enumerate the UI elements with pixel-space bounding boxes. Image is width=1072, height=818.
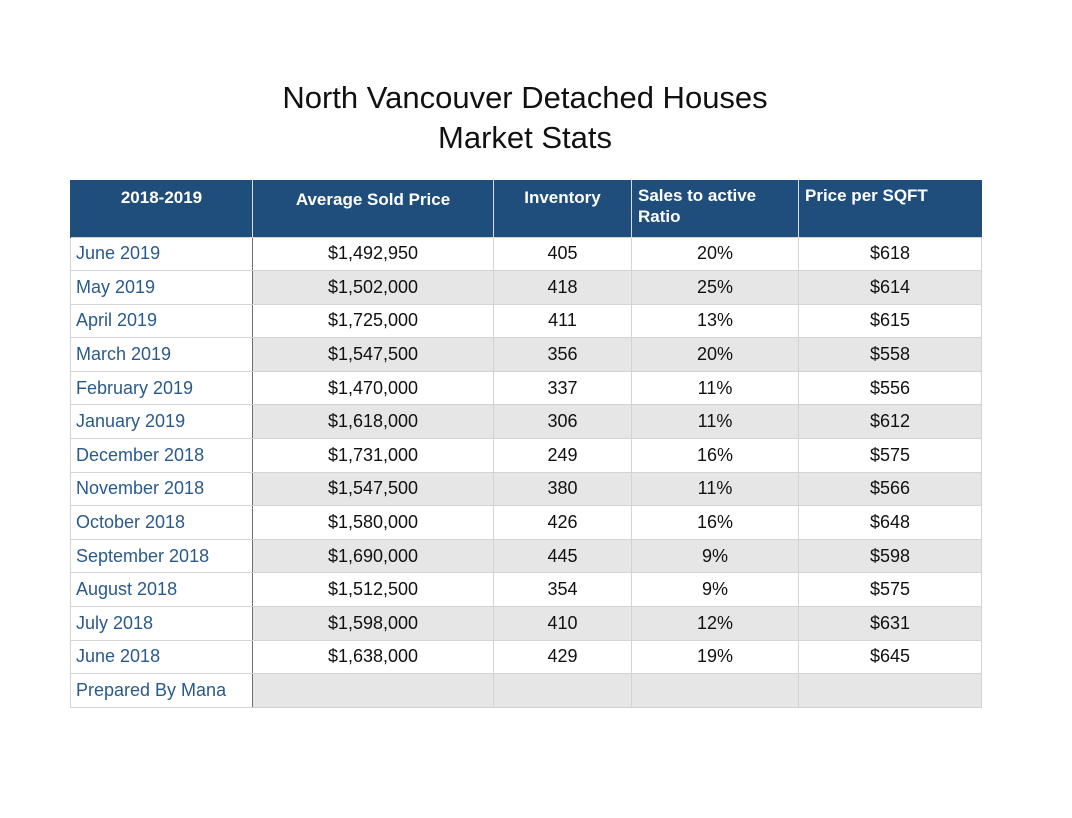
- chart-title: North Vancouver Detached Houses: [282, 80, 768, 115]
- header-row: 2018-2019 Average Sold Price Inventory S…: [70, 180, 982, 237]
- cell-average-sold-price: $1,690,000: [252, 538, 494, 574]
- cell-price-per-sqft: $598: [798, 538, 982, 574]
- cell-month: April 2019: [70, 303, 253, 339]
- cell-average-sold-price: $1,547,500: [252, 337, 494, 372]
- empty-cell: [252, 673, 494, 708]
- cell-price-per-sqft: $575: [798, 438, 982, 473]
- cell-price-per-sqft: $648: [798, 505, 982, 540]
- cell-inventory: 337: [493, 370, 632, 406]
- column-header-price-per-sqft: Price per SQFT: [798, 180, 982, 237]
- cell-month: November 2018: [70, 471, 253, 507]
- cell-price-per-sqft: $566: [798, 471, 982, 507]
- cell-average-sold-price: $1,492,950: [252, 236, 494, 272]
- cell-month: February 2019: [70, 370, 253, 406]
- cell-sales-ratio: 13%: [631, 303, 799, 339]
- empty-cell: [631, 673, 799, 708]
- table-row: March 2019 $1,547,500 356 20% $558: [70, 337, 982, 372]
- table-body: June 2019 $1,492,950 405 20% $618 May 2019 $1,…: [70, 236, 982, 708]
- cell-average-sold-price: $1,502,000: [252, 270, 494, 305]
- cell-inventory: 306: [493, 404, 632, 440]
- column-header-average-sold-price: Average Sold Price: [252, 180, 494, 237]
- cell-month: October 2018: [70, 505, 253, 540]
- cell-inventory: 429: [493, 639, 632, 675]
- cell-average-sold-price: $1,731,000: [252, 438, 494, 473]
- cell-sales-ratio: 19%: [631, 639, 799, 675]
- cell-inventory: 249: [493, 438, 632, 473]
- cell-price-per-sqft: $618: [798, 236, 982, 272]
- table-row: April 2019 $1,725,000 411 13% $615: [70, 303, 982, 339]
- cell-inventory: 418: [493, 270, 632, 305]
- cell-price-per-sqft: $645: [798, 639, 982, 675]
- cell-inventory: 445: [493, 538, 632, 574]
- cell-price-per-sqft: $631: [798, 606, 982, 641]
- cell-month: August 2018: [70, 572, 253, 608]
- cell-price-per-sqft: $556: [798, 370, 982, 406]
- cell-month: June 2018: [70, 639, 253, 675]
- cell-average-sold-price: $1,618,000: [252, 404, 494, 440]
- cell-sales-ratio: 20%: [631, 337, 799, 372]
- cell-month: December 2018: [70, 438, 253, 473]
- table-row: June 2018 $1,638,000 429 19% $645: [70, 639, 982, 675]
- table-row: January 2019 $1,618,000 306 11% $612: [70, 404, 982, 440]
- cell-sales-ratio: 11%: [631, 370, 799, 406]
- column-header-sales-ratio: Sales to active Ratio: [631, 180, 799, 237]
- table-row: May 2019 $1,502,000 418 25% $614: [70, 270, 982, 305]
- cell-average-sold-price: $1,638,000: [252, 639, 494, 675]
- cell-price-per-sqft: $575: [798, 572, 982, 608]
- column-header-period: 2018-2019: [70, 180, 253, 237]
- prepared-by-label: Prepared By Mana: [70, 673, 253, 708]
- table-row: July 2018 $1,598,000 410 12% $631: [70, 606, 982, 641]
- cell-sales-ratio: 11%: [631, 471, 799, 507]
- cell-inventory: 405: [493, 236, 632, 272]
- cell-sales-ratio: 25%: [631, 270, 799, 305]
- table-row: December 2018 $1,731,000 249 16% $575: [70, 438, 982, 473]
- cell-inventory: 380: [493, 471, 632, 507]
- footer-row: Prepared By Mana: [70, 673, 982, 708]
- cell-average-sold-price: $1,725,000: [252, 303, 494, 339]
- table-row: October 2018 $1,580,000 426 16% $648: [70, 505, 982, 540]
- cell-price-per-sqft: $615: [798, 303, 982, 339]
- cell-sales-ratio: 12%: [631, 606, 799, 641]
- cell-average-sold-price: $1,470,000: [252, 370, 494, 406]
- column-header-inventory: Inventory: [493, 180, 632, 237]
- cell-sales-ratio: 20%: [631, 236, 799, 272]
- cell-average-sold-price: $1,512,500: [252, 572, 494, 608]
- table-row: February 2019 $1,470,000 337 11% $556: [70, 370, 982, 406]
- cell-month: January 2019: [70, 404, 253, 440]
- cell-inventory: 411: [493, 303, 632, 339]
- cell-month: March 2019: [70, 337, 253, 372]
- cell-sales-ratio: 11%: [631, 404, 799, 440]
- cell-inventory: 356: [493, 337, 632, 372]
- cell-price-per-sqft: $614: [798, 270, 982, 305]
- cell-month: June 2019: [70, 236, 253, 272]
- cell-inventory: 410: [493, 606, 632, 641]
- cell-month: May 2019: [70, 270, 253, 305]
- cell-average-sold-price: $1,580,000: [252, 505, 494, 540]
- cell-price-per-sqft: $558: [798, 337, 982, 372]
- cell-inventory: 354: [493, 572, 632, 608]
- cell-inventory: 426: [493, 505, 632, 540]
- market-stats-table: 2018-2019 Average Sold Price Inventory S…: [70, 180, 982, 708]
- cell-sales-ratio: 9%: [631, 538, 799, 574]
- table-row: June 2019 $1,492,950 405 20% $618: [70, 236, 982, 272]
- table-row: September 2018 $1,690,000 445 9% $598: [70, 538, 982, 574]
- empty-cell: [493, 673, 632, 708]
- cell-average-sold-price: $1,598,000: [252, 606, 494, 641]
- table-row: November 2018 $1,547,500 380 11% $566: [70, 471, 982, 507]
- cell-sales-ratio: 16%: [631, 505, 799, 540]
- empty-cell: [798, 673, 982, 708]
- cell-month: July 2018: [70, 606, 253, 641]
- table-row: August 2018 $1,512,500 354 9% $575: [70, 572, 982, 608]
- cell-average-sold-price: $1,547,500: [252, 471, 494, 507]
- cell-sales-ratio: 16%: [631, 438, 799, 473]
- chart-title-block: North Vancouver Detached Houses Market S…: [0, 78, 1050, 158]
- cell-sales-ratio: 9%: [631, 572, 799, 608]
- chart-subtitle: Market Stats: [438, 120, 612, 155]
- cell-price-per-sqft: $612: [798, 404, 982, 440]
- cell-month: September 2018: [70, 538, 253, 574]
